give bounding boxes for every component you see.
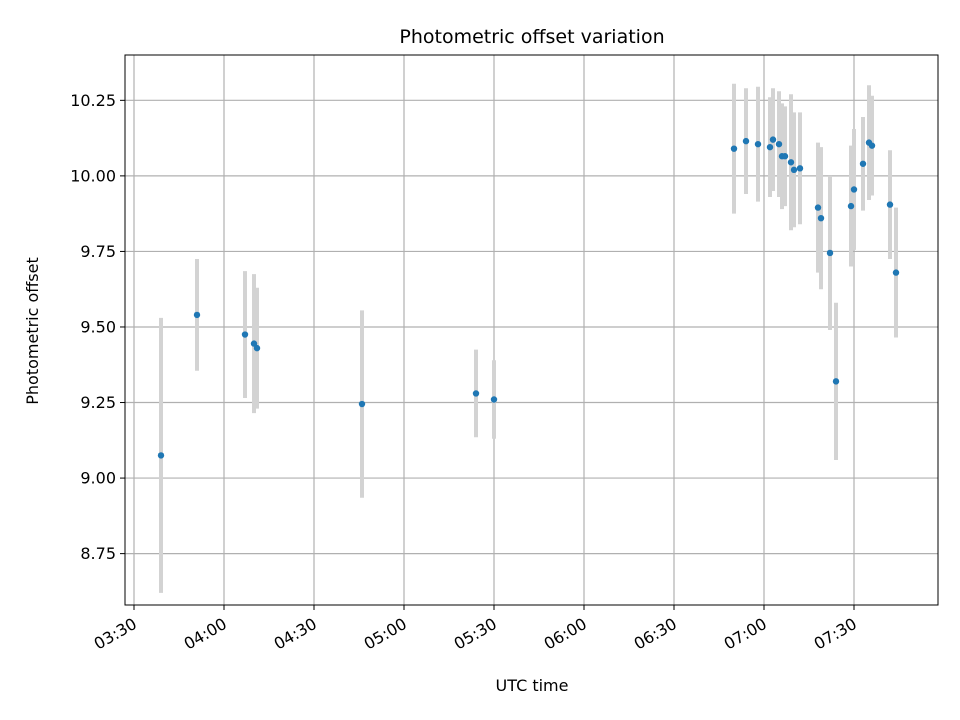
y-tick-label: 8.75 xyxy=(80,544,116,563)
y-axis-title: Photometric offset xyxy=(23,257,42,405)
data-point xyxy=(868,142,876,149)
data-point xyxy=(754,140,762,148)
chart-title: Photometric offset variation xyxy=(399,26,664,48)
data-point xyxy=(850,186,858,193)
y-tick-label: 10.00 xyxy=(70,166,116,185)
x-tick-label: 03:30 xyxy=(91,614,140,654)
plot-frame xyxy=(124,54,939,606)
data-point xyxy=(826,249,834,257)
y-tick-label: 9.75 xyxy=(80,242,116,261)
data-point xyxy=(358,400,366,408)
data-point xyxy=(742,137,750,145)
x-tick-label: 05:00 xyxy=(361,614,410,654)
data-point xyxy=(781,153,789,160)
data-point xyxy=(775,140,783,148)
x-tick-label: 07:00 xyxy=(721,614,770,654)
x-axis-title: UTC time xyxy=(496,676,569,695)
data-point xyxy=(766,143,774,151)
data-point xyxy=(241,331,249,338)
x-tick-label: 06:30 xyxy=(631,614,680,654)
data-point xyxy=(250,340,258,347)
y-tick-label: 9.00 xyxy=(80,469,116,488)
data-point xyxy=(859,160,867,167)
x-tick-label: 06:00 xyxy=(541,614,590,654)
data-point xyxy=(253,344,261,352)
x-axis-ticks: 03:30 04:00 04:30 05:00 05:30 06:00 06:30 07:00… xyxy=(91,605,860,654)
x-tick-label: 05:30 xyxy=(451,614,500,654)
data-point xyxy=(787,159,795,166)
error-bars xyxy=(159,83,898,593)
data-point xyxy=(847,202,855,210)
data-point xyxy=(796,165,804,172)
data-point xyxy=(817,214,825,222)
data-point xyxy=(892,269,900,276)
y-tick-label: 10.25 xyxy=(70,91,116,110)
y-tick-label: 9.25 xyxy=(80,393,116,412)
y-axis-ticks: 8.75 9.00 9.25 9.50 9.75 10.00 10.25 xyxy=(70,91,125,563)
x-tick-label: 07:30 xyxy=(811,614,860,654)
data-point xyxy=(472,390,480,397)
x-tick-label: 04:00 xyxy=(181,614,230,654)
data-point xyxy=(730,145,738,152)
data-point xyxy=(886,201,894,208)
data-points xyxy=(157,136,900,459)
grid xyxy=(125,55,938,605)
data-point xyxy=(769,136,777,143)
y-tick-label: 9.50 xyxy=(80,317,116,336)
data-point xyxy=(814,204,822,211)
data-point xyxy=(790,166,798,174)
data-point xyxy=(832,378,840,385)
data-point xyxy=(193,311,201,319)
x-tick-label: 04:30 xyxy=(271,614,320,654)
data-point xyxy=(157,452,165,459)
data-point xyxy=(490,396,498,403)
